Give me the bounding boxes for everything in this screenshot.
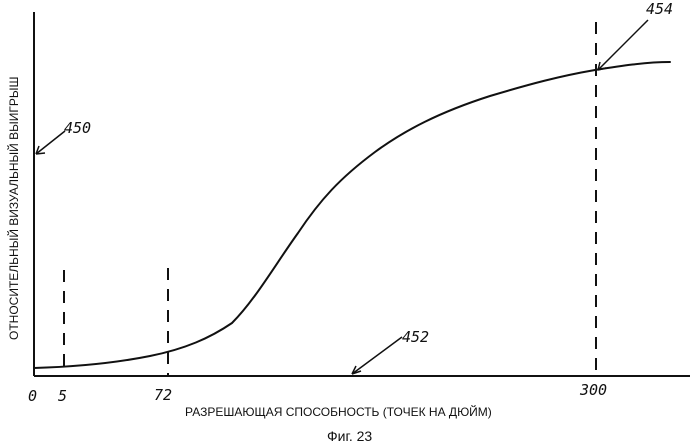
annotation-454: 454 [646, 0, 673, 18]
y-axis-label: ОТНОСИТЕЛЬНЫЙ ВИЗУАЛЬНЫЙ ВЫИГРЫШ [6, 77, 21, 341]
arrow-452 [352, 337, 402, 374]
x-tick-label-0: 0 [28, 387, 37, 405]
x-tick-label-72: 72 [154, 386, 172, 404]
figure-caption: Фиг. 23 [327, 428, 372, 444]
annotation-450: 450 [64, 119, 91, 137]
x-tick-label-5: 5 [58, 387, 67, 405]
arrow-454 [598, 20, 648, 70]
arrow-450 [36, 131, 65, 154]
relative-gain-curve [34, 62, 670, 368]
x-axis-label: РАЗРЕШАЮЩАЯ СПОСОБНОСТЬ (ТОЧЕК НА ДЮЙМ) [185, 404, 492, 419]
x-tick-label-300: 300 [579, 381, 607, 399]
annotation-452: 452 [402, 328, 429, 346]
